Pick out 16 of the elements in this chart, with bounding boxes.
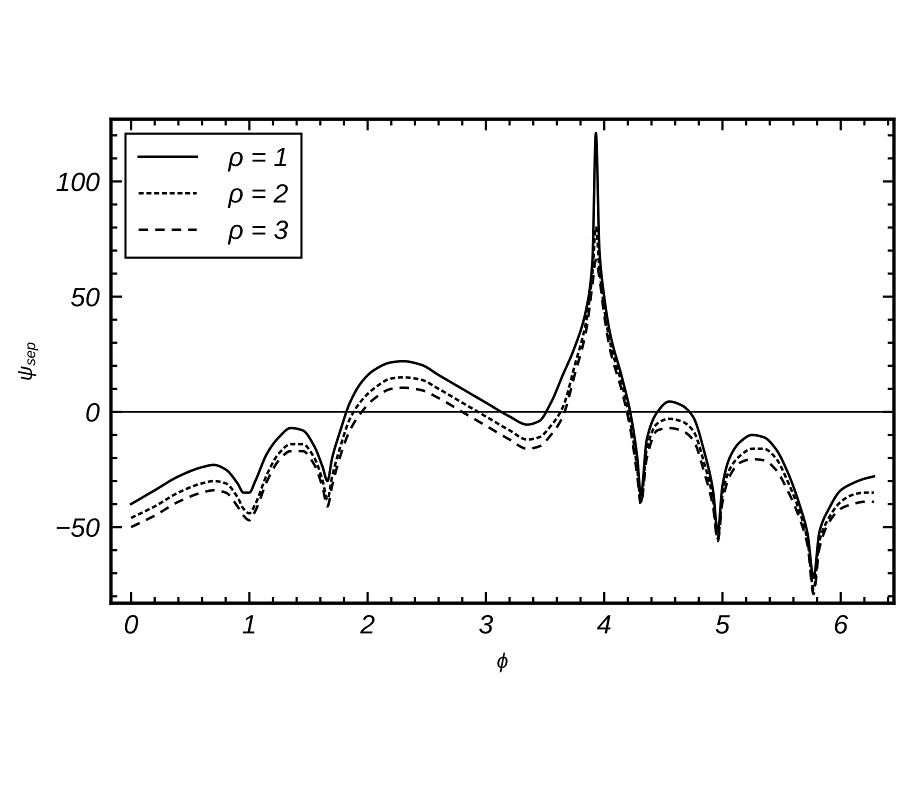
y-tick-label: 100: [56, 172, 100, 192]
y-tick-label: 0: [86, 403, 100, 422]
y-axis-title: ψ$_{sep}$: [18, 342, 38, 380]
x-tick-label: 1: [242, 615, 254, 634]
x-tick-label: 2: [360, 615, 375, 634]
x-tick-label: 6: [834, 615, 848, 634]
x-tick-label: 4: [597, 615, 611, 634]
x-tick-label: 3: [479, 615, 494, 634]
legend-label: ρ = 3: [228, 220, 288, 244]
y-tick-label: −50: [56, 518, 100, 537]
legend-label: ρ = 1: [228, 148, 286, 172]
x-tick-label: 5: [716, 615, 730, 634]
y-tick-label: 50: [71, 288, 100, 306]
legend-label: ρ = 2: [228, 184, 288, 208]
x-tick-label: 0: [124, 615, 138, 634]
x-axis-title: ϕ: [497, 652, 508, 672]
